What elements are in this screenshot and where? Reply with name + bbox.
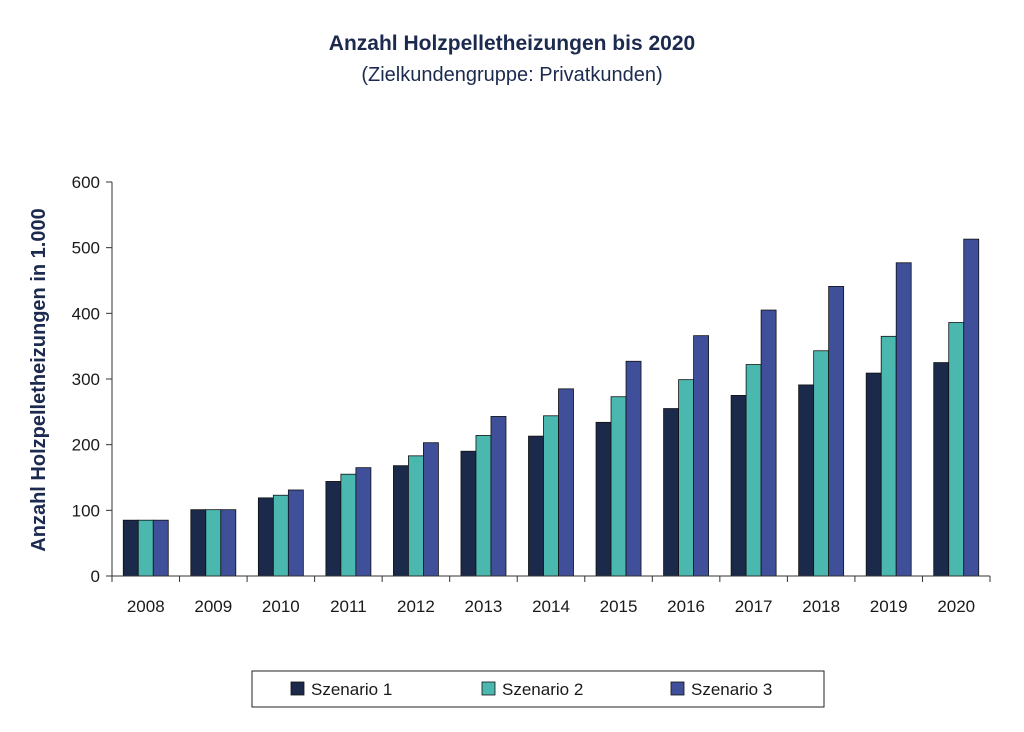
x-tick-label: 2012: [397, 597, 435, 616]
x-tick-label: 2009: [194, 597, 232, 616]
x-tick-label: 2010: [262, 597, 300, 616]
x-tick-label: 2016: [667, 597, 705, 616]
bar-2-2012: [408, 455, 424, 577]
x-tick-label: 2008: [127, 597, 165, 616]
bar-3-2016: [693, 335, 709, 577]
bar-2-2018: [813, 350, 830, 577]
y-tick-label: 200: [72, 436, 100, 455]
x-tick-label: 2015: [600, 597, 638, 616]
legend-swatch-3: [670, 681, 685, 696]
legend-label-3: Szenario 3: [691, 680, 772, 699]
x-tick-label: 2011: [330, 597, 367, 616]
bar-1-2010: [257, 497, 274, 577]
chart-subtitle: (Zielkundengruppe: Privatkunden): [361, 64, 662, 86]
bar-1-2017: [730, 395, 747, 577]
legend-swatch-1: [290, 681, 305, 696]
legend-label-1: Szenario 1: [311, 680, 392, 699]
y-tick-label: 0: [91, 567, 100, 586]
bar-2-2011: [340, 473, 357, 577]
chart-title: Anzahl Holzpelletheizungen bis 2020: [329, 32, 695, 55]
bar-1-2013: [460, 450, 477, 577]
bar-2-2008: [137, 519, 154, 577]
bar-1-2008: [122, 519, 139, 577]
bar-2-2010: [272, 494, 289, 577]
bar-1-2016: [663, 408, 679, 577]
bar-1-2012: [393, 465, 409, 577]
legend-label-2: Szenario 2: [502, 680, 583, 699]
x-tick-label: 2013: [465, 597, 503, 616]
bar-3-2009: [220, 509, 237, 577]
bar-2-2013: [475, 435, 492, 577]
y-tick-label: 100: [72, 501, 100, 520]
bar-1-2015: [595, 421, 612, 577]
legend: Szenario 1 Szenario 2 Szenario 3: [251, 670, 825, 708]
x-tick-label: 2017: [735, 597, 773, 616]
y-tick-label: 300: [72, 370, 100, 389]
bar-2-2020: [948, 322, 965, 577]
bar-2-2014: [543, 415, 559, 577]
legend-swatch-2: [481, 681, 496, 696]
bar-2-2015: [610, 396, 627, 577]
plot-area: 0 100 200 300 400 500 600 2008 2009 2010 2011 2012 2…: [72, 173, 991, 616]
bar-2-2016: [678, 379, 694, 577]
x-tick-label: 2018: [802, 597, 840, 616]
bar-3-2013: [490, 416, 507, 577]
y-tick-label: 600: [72, 173, 100, 192]
bar-3-2020: [963, 238, 980, 577]
bar-2-2019: [880, 335, 897, 577]
bar-3-2011: [355, 467, 372, 577]
x-tick-label: 2020: [937, 597, 975, 616]
bar-3-2019: [895, 262, 912, 577]
y-axis-label: Anzahl Holzpelletheizungen in 1.000: [28, 208, 50, 551]
bar-3-2014: [558, 388, 574, 577]
bar-3-2008: [152, 519, 169, 577]
bar-1-2009: [190, 509, 207, 577]
bar-1-2011: [325, 481, 342, 577]
bar-1-2020: [933, 362, 950, 577]
x-tick-label: 2019: [870, 597, 908, 616]
bar-3-2010: [287, 489, 304, 577]
bar-2-2017: [745, 364, 762, 577]
y-tick-label: 500: [72, 239, 100, 258]
bar-3-2018: [828, 286, 845, 577]
x-tick-label: 2014: [532, 597, 570, 616]
bar-3-2012: [423, 442, 439, 577]
bar-1-2018: [798, 384, 815, 577]
y-tick-label: 400: [72, 304, 100, 323]
bar-3-2015: [625, 360, 642, 577]
bar-1-2019: [865, 372, 882, 577]
legend-box: [251, 670, 825, 708]
bar-3-2017: [760, 309, 777, 577]
bar-2-2009: [205, 509, 222, 577]
bar-1-2014: [528, 435, 544, 577]
